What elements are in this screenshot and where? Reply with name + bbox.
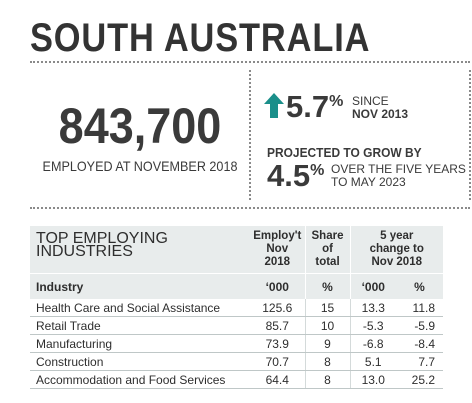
sub-header-change-pct: % [396,273,443,299]
table-row: Health Care and Social Assistance 125.6 … [30,299,443,317]
col-change-header: 5 year change to Nov 2018 [349,226,443,274]
share-value: 9 [304,334,350,353]
col-change-line2: change to [369,243,424,255]
table-row: Construction 70.7 8 5.1 7.7 [30,352,443,371]
industry-name: Health Care and Social Assistance [30,299,250,317]
projection-number: 4.5 [267,158,311,193]
col-share-header: Share of total [304,226,350,274]
employ-value: 73.9 [250,334,305,353]
change-k-value: -6.8 [349,334,396,353]
col-change-line3: Nov 2018 [371,256,422,268]
change-pct-value: -5.9 [396,316,443,335]
table-row: Accommodation and Food Services 64.4 8 1… [30,370,443,389]
projection-value: 4.5% [267,158,324,194]
share-value: 15 [304,299,350,317]
col-employ-line3: 2018 [264,256,291,268]
col-change-line1: 5 year [380,230,414,242]
col-employ-line1: Employ't [253,230,302,242]
industry-name: Manufacturing [30,334,250,353]
sub-header-industry: Industry [30,273,250,299]
change-pct-value: 7.7 [396,352,443,371]
employ-value: 70.7 [250,352,305,371]
sub-header-change-k: ‘000 [349,273,396,299]
industry-name: Construction [30,352,250,371]
employed-label: EMPLOYED AT NOVEMBER 2018 [42,158,238,174]
growth-value: 5.7% [286,89,343,125]
employ-value: 125.6 [250,299,305,317]
industry-name: Accommodation and Food Services [30,370,250,389]
middle-divider [30,207,470,209]
col-share-line1: Share [311,230,344,242]
change-k-value: 13.0 [349,370,396,389]
change-k-value: 5.1 [349,352,396,371]
col-employ-line2: Nov [266,243,289,255]
projection-unit: % [310,162,325,179]
top-divider [30,61,470,63]
sub-header-employ: ‘000 [250,273,305,299]
table-title: TOP EMPLOYING INDUSTRIES [30,226,250,274]
share-value: 8 [304,352,350,371]
employ-value: 64.4 [250,370,305,389]
since-line2: NOV 2013 [352,107,409,121]
projection-label: PROJECTED TO GROW BY [267,145,422,160]
page-title: SOUTH AUSTRALIA [30,16,371,60]
sub-header-share: % [304,273,350,299]
employed-total: 843,700 [58,98,222,154]
stats-divider [249,70,251,200]
period-line1: OVER THE FIVE YEARS [331,162,466,176]
growth-since: SINCE NOV 2013 [352,95,408,121]
col-employ-header: Employ't Nov 2018 [250,226,305,274]
employ-value: 85.7 [250,316,305,335]
period-line2: TO MAY 2023 [331,175,406,189]
change-pct-value: -8.4 [396,334,443,353]
industries-table-container: TOP EMPLOYING INDUSTRIES Employ't Nov 20… [30,226,443,389]
col-share-line2: of [322,243,333,255]
arrow-up-icon [264,93,284,118]
change-pct-value: 25.2 [396,370,443,389]
industry-name: Retail Trade [30,316,250,335]
right-divider [469,70,471,200]
share-value: 10 [304,316,350,335]
change-k-value: -5.3 [349,316,396,335]
growth-unit: % [329,93,344,110]
industries-table: TOP EMPLOYING INDUSTRIES Employ't Nov 20… [30,226,443,389]
col-share-line3: total [315,256,340,268]
projection-period: OVER THE FIVE YEARS TO MAY 2023 [331,163,466,189]
share-value: 8 [304,370,350,389]
table-row: Manufacturing 73.9 9 -6.8 -8.4 [30,334,443,353]
change-pct-value: 11.8 [396,299,443,317]
since-line1: SINCE [352,94,389,108]
change-k-value: 13.3 [349,299,396,317]
table-row: Retail Trade 85.7 10 -5.3 -5.9 [30,316,443,335]
growth-number: 5.7 [286,89,330,124]
